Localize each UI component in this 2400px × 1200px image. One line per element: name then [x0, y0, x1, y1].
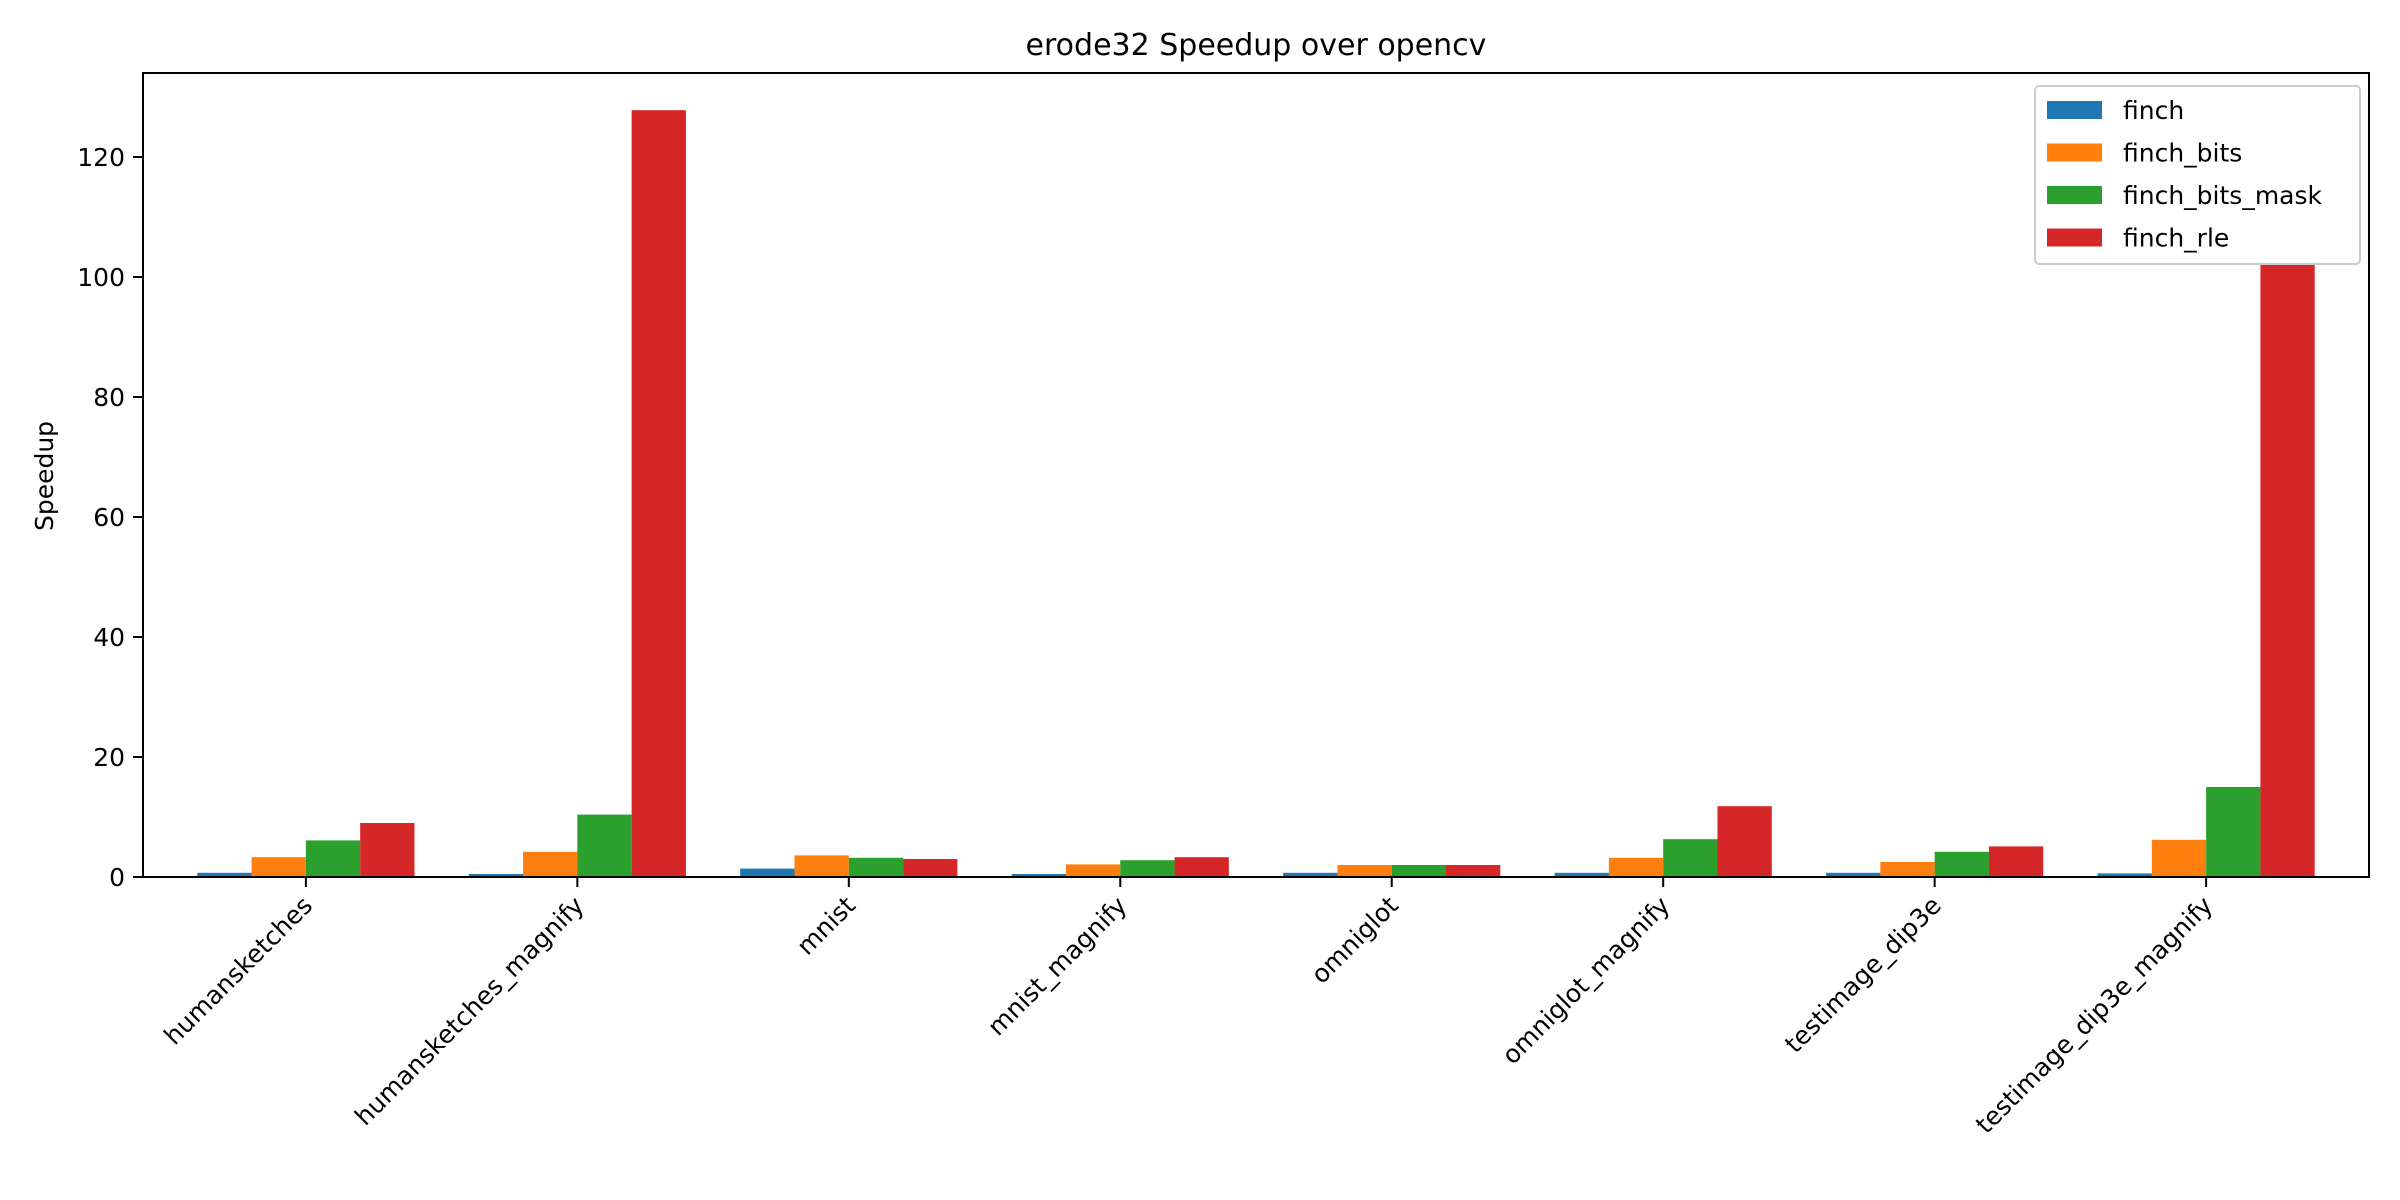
legend-label-finch_bits: finch_bits — [2123, 139, 2242, 168]
bar-finch-humansketches — [197, 872, 252, 877]
y-tick-label: 100 — [77, 263, 125, 292]
bar-finch_rle-testimage_dip3e — [1988, 846, 2044, 877]
bar-finch_bits-testimage_dip3e_magnify — [2151, 839, 2207, 877]
bar-finch-omniglot_magnify — [1554, 872, 1609, 877]
bar-finch_bits-omniglot_magnify — [1608, 857, 1664, 877]
legend-box — [2034, 85, 2361, 265]
y-tick-label: 80 — [93, 383, 125, 412]
bar-finch_rle-mnist_magnify — [1174, 857, 1229, 877]
bar-finch_rle-humansketches — [360, 823, 415, 877]
bar-finch_rle-omniglot — [1446, 865, 1501, 877]
chart-title: erode32 Speedup over opencv — [1026, 28, 1487, 63]
legend-label-finch_bits_mask: finch_bits_mask — [2123, 181, 2323, 210]
bar-finch_bits-testimage_dip3e — [1880, 862, 1935, 877]
legend-swatch-finch_bits_mask — [2047, 186, 2102, 204]
bar-finch_bits-mnist_magnify — [1065, 864, 1121, 877]
bar-finch_rle-humansketches_magnify — [631, 110, 686, 877]
y-tick-label: 20 — [93, 743, 125, 772]
bar-finch_bits_mask-mnist — [848, 857, 904, 877]
bars-group — [197, 110, 2315, 877]
bar-finch_rle-testimage_dip3e_magnify — [2260, 265, 2315, 877]
bar-finch_rle-mnist — [903, 859, 958, 877]
bar-finch_bits_mask-testimage_dip3e_magnify — [2206, 787, 2261, 877]
bar-finch_bits_mask-humansketches — [305, 840, 361, 877]
bar-finch-testimage_dip3e_magnify — [2097, 873, 2152, 877]
y-axis-label: Speedup — [30, 421, 59, 531]
legend: finch finch_bits finch_bits_mask finch_rle — [2034, 85, 2361, 265]
y-tick-label: 0 — [109, 863, 125, 892]
bar-finch_bits-mnist — [794, 855, 849, 877]
legend-label-finch_rle: finch_rle — [2123, 224, 2229, 253]
bar-finch_rle-omniglot_magnify — [1717, 806, 1772, 877]
y-tick-label: 60 — [93, 503, 125, 532]
y-tick-label: 40 — [93, 623, 125, 652]
bar-finch_bits_mask-humansketches_magnify — [577, 814, 632, 877]
bar-finch_bits-omniglot — [1337, 865, 1392, 877]
bar-finch-mnist — [740, 868, 795, 877]
y-axis-ticks: 0 20 40 60 80 100 120 — [77, 143, 143, 892]
bar-finch-testimage_dip3e — [1826, 872, 1881, 877]
bar-finch_bits_mask-omniglot_magnify — [1663, 839, 1718, 877]
legend-swatch-finch — [2047, 101, 2102, 119]
y-tick-label: 120 — [77, 143, 125, 172]
bar-finch-omniglot — [1283, 872, 1338, 877]
bar-finch_bits_mask-omniglot — [1391, 865, 1447, 877]
legend-swatch-finch_rle — [2047, 228, 2102, 247]
plot-frame — [142, 72, 2370, 878]
bar-finch-mnist_magnify — [1011, 874, 1066, 877]
bar-finch_bits_mask-mnist_magnify — [1120, 860, 1175, 877]
bar-finch_bits-humansketches_magnify — [523, 851, 578, 877]
legend-swatch-finch_bits — [2047, 143, 2102, 162]
bar-finch-humansketches_magnify — [468, 874, 524, 877]
legend-label-finch: finch — [2123, 96, 2184, 125]
bar-finch_bits_mask-testimage_dip3e — [1934, 851, 1989, 877]
bar-finch_bits-humansketches — [251, 857, 306, 877]
